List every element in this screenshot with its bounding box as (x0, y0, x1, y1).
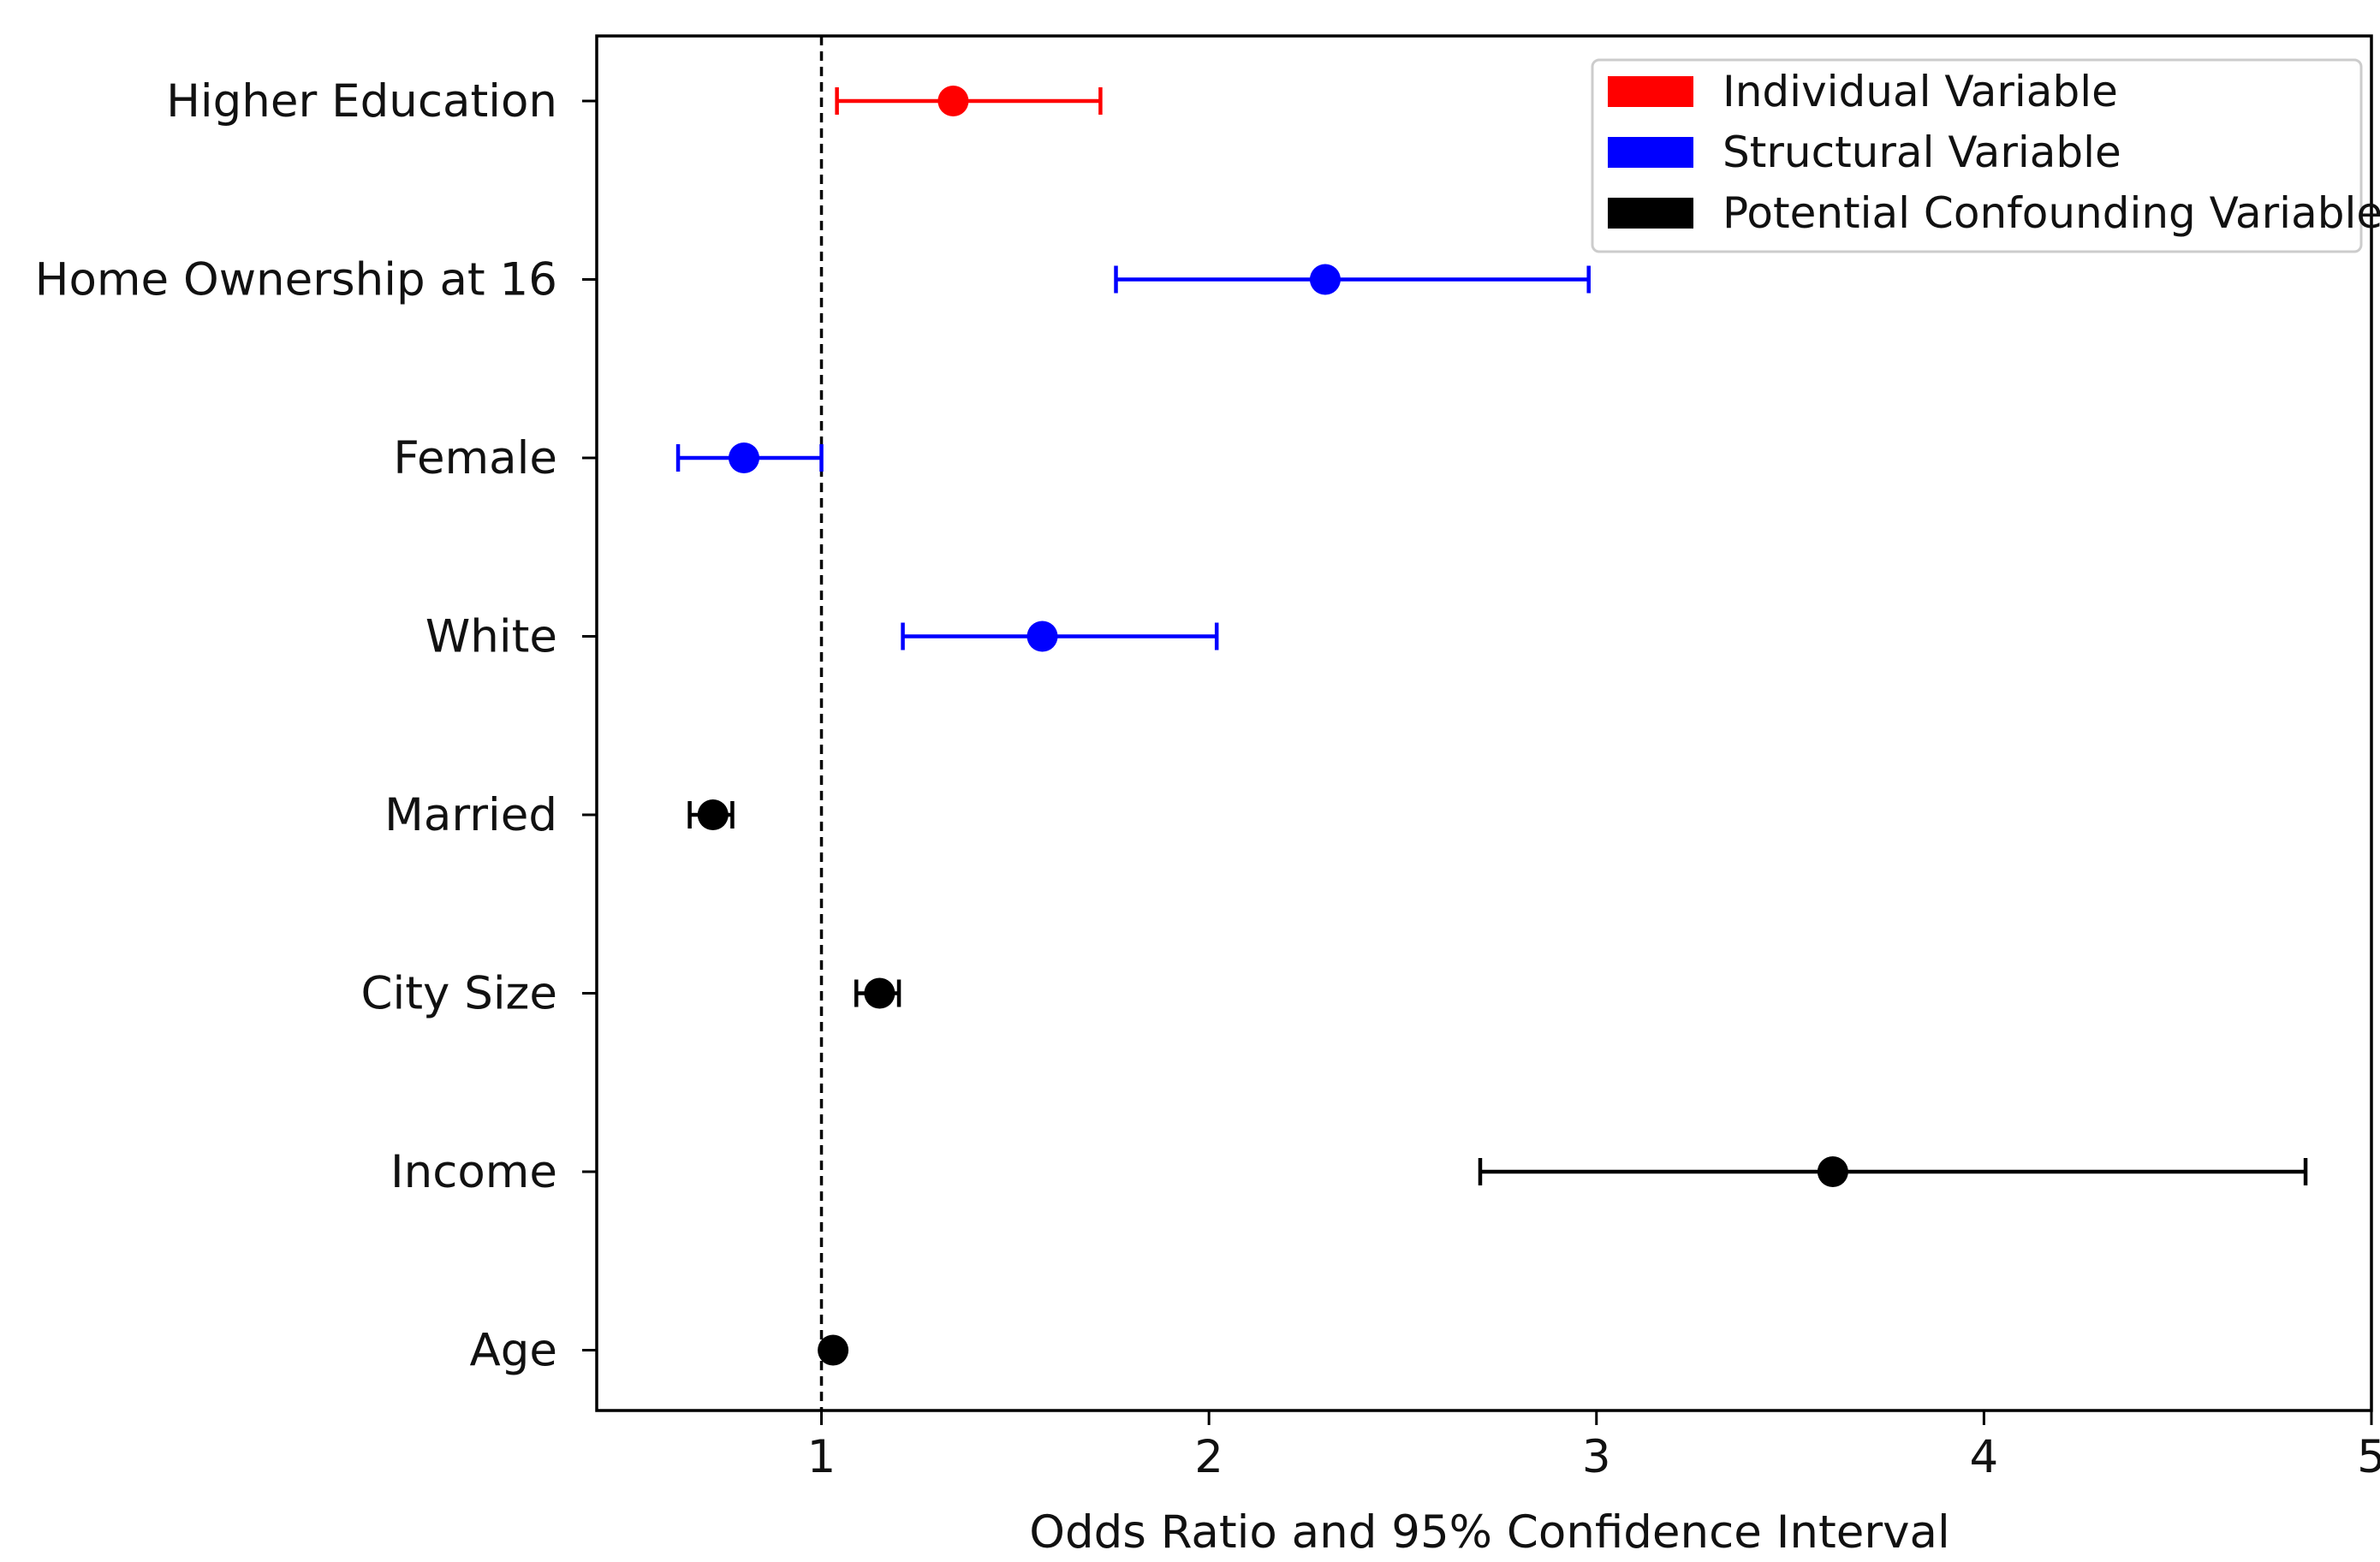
y-tick-label: Income (390, 1146, 557, 1198)
x-tick-label: 5 (2357, 1431, 2380, 1483)
legend-label: Potential Confounding Variable (1723, 188, 2380, 238)
data-point (1817, 1156, 1848, 1187)
x-tick-label: 2 (1194, 1431, 1223, 1483)
legend-label: Structural Variable (1723, 128, 2121, 177)
series-layer (675, 86, 2308, 1366)
x-tick-label: 1 (807, 1431, 836, 1483)
legend-label: Individual Variable (1723, 67, 2118, 116)
plot-frame (595, 34, 2373, 1412)
legend-swatch (1608, 137, 1693, 168)
series-1 (675, 264, 1591, 652)
y-tick-label: Married (384, 789, 557, 841)
x-axis-label: Odds Ratio and 95% Confidence Interval (1029, 1506, 1949, 1559)
series-2 (687, 799, 2308, 1366)
x-tick-label: 3 (1582, 1431, 1611, 1483)
axes-layer: 1 2 3 4 5 Higher Education Home Ownership at 1… (35, 34, 2380, 1483)
legend-frame (1591, 58, 2363, 253)
data-point (1309, 264, 1341, 295)
y-tick-label: Higher Education (166, 75, 557, 128)
data-point (864, 977, 895, 1009)
data-point (697, 799, 729, 830)
x-tick-label: 4 (1970, 1431, 1999, 1483)
y-tick-label: City Size (360, 968, 557, 1020)
legend-swatch (1608, 198, 1693, 229)
y-tick-label: Home Ownership at 16 (35, 254, 557, 306)
y-tick-label: White (425, 611, 557, 663)
series-0 (835, 86, 1103, 116)
legend: Individual Variable Structural Variable Po… (1591, 58, 2380, 253)
data-point (728, 442, 759, 473)
legend-swatch (1608, 76, 1693, 107)
data-point (1026, 621, 1058, 652)
data-point (818, 1334, 849, 1366)
y-tick-label: Female (393, 432, 557, 484)
data-point (937, 86, 969, 116)
y-tick-label: Age (469, 1325, 557, 1377)
